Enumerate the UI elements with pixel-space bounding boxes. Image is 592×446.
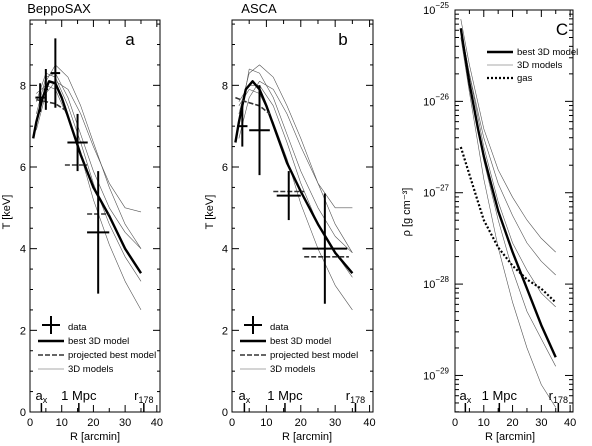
panel-a-legend-label: projected best model <box>68 350 156 361</box>
panel-c-legend-label: 3D models <box>517 60 563 71</box>
panel-b-model-3d-line <box>238 68 353 254</box>
panel-b-legend-label: best 3D model <box>270 336 331 347</box>
panel-a-ytick-label: 2 <box>20 325 26 337</box>
panel-c-ytick-label: 10−25 <box>423 1 449 17</box>
panel-c-ytick-label: 10−29 <box>423 366 449 382</box>
panel-a-title: BeppoSAX <box>27 1 91 16</box>
panel-c-annotation-mpc: 1 Mpc <box>482 388 518 403</box>
panel-c-xtick-label: 20 <box>506 417 518 429</box>
panel-b-letter: b <box>338 30 347 49</box>
panel-a-model-3d-line <box>36 81 142 213</box>
panel-c: C R [arcmin] ρ [g cm⁻³] 0 10 20 30 40 10−29 10… <box>401 1 578 443</box>
panel-b-plot-area <box>234 64 354 311</box>
panel-c-xlabel: R [arcmin] <box>485 431 535 443</box>
panel-b-model-3d-line <box>238 89 353 311</box>
panel-a-xtick-label: 40 <box>151 417 163 429</box>
panel-c-model-3d-line <box>460 19 556 253</box>
panel-c-xtick-label: 0 <box>452 417 458 429</box>
panel-a-model-3d-line <box>36 85 142 311</box>
panel-a-model-3d-line <box>36 72 142 249</box>
panel-c-model-3d-line <box>460 37 556 408</box>
panel-b-frame <box>231 19 374 413</box>
panel-a-legend-label: 3D models <box>68 364 114 375</box>
panel-b-xtick-label: 20 <box>295 417 307 429</box>
panel-c-xtick-label: 30 <box>535 417 547 429</box>
panel-a-ylabel: T [keV] <box>1 195 13 230</box>
panel-b-legend-label: 3D models <box>270 364 316 375</box>
panel-a-xtick-label: 20 <box>87 417 99 429</box>
panel-b-ytick-label: 4 <box>222 244 228 256</box>
panel-a-best-3d-line <box>32 80 143 274</box>
panel-c-model-3d-line <box>460 32 556 367</box>
panel-a-xtick-label: 0 <box>27 417 33 429</box>
panel-b: ASCA b R [arcmin] T [keV] 0 10 20 30 40 0 2 4 6 8… <box>204 1 376 443</box>
panel-b-projected-segment <box>235 96 271 115</box>
panel-a-xlabel: R [arcmin] <box>70 431 120 443</box>
panel-c-plot-area <box>459 19 557 408</box>
panel-a-xtick-label: 10 <box>56 417 68 429</box>
panel-a-ytick-label: 4 <box>20 244 26 256</box>
panel-c-xtick-label: 10 <box>478 417 490 429</box>
panel-b-xtick-label: 40 <box>363 417 375 429</box>
panel-a-plot-area <box>32 38 143 311</box>
panel-a-ytick-label: 0 <box>20 407 26 419</box>
panel-a-ytick-label: 8 <box>20 80 26 92</box>
panel-c-ytick-label: 10−26 <box>423 92 449 108</box>
panel-b-ytick-label: 2 <box>222 325 228 337</box>
panel-b-title: ASCA <box>241 1 277 16</box>
panel-b-xtick-label: 30 <box>329 417 341 429</box>
panel-b-legend-label: data <box>270 322 289 333</box>
panel-b-annotation-mpc: 1 Mpc <box>267 388 303 403</box>
panel-a-legend-label: data <box>68 322 87 333</box>
panel-b-model-3d-line <box>238 81 353 209</box>
panel-c-annotation-ax: ax <box>459 388 471 405</box>
panel-b-xtick-label: 0 <box>229 417 235 429</box>
panel-c-legend-label: gas <box>517 73 533 84</box>
panel-b-best-3d-line <box>234 80 354 274</box>
panel-c-letter: C <box>556 20 568 39</box>
panel-b-annotation-r178: r178 <box>346 388 365 405</box>
panel-c-ytick-label: 10−27 <box>423 184 449 200</box>
panel-c-legend-label: best 3D model <box>517 47 578 58</box>
panel-a-model-3d-line <box>36 64 142 249</box>
panel-b-annotation-ax: ax <box>239 388 251 405</box>
panel-c-annotation-r178: r178 <box>549 388 568 405</box>
panel-b-ytick-label: 8 <box>222 80 228 92</box>
panel-b-legend-label: projected best model <box>270 350 358 361</box>
panel-a: BeppoSAX a R [arcmin] T [keV] 0 10 20 30 40 0… <box>1 1 163 443</box>
panel-c-frame <box>454 9 574 413</box>
panel-b-ytick-label: 0 <box>222 407 228 419</box>
panel-b-ylabel: T [keV] <box>204 195 216 230</box>
panel-b-model-3d-line <box>238 64 353 253</box>
panel-a-ytick-label: 6 <box>20 162 26 174</box>
panel-a-annotation-r178: r178 <box>134 388 153 405</box>
panel-a-annotation-ax: ax <box>36 388 48 405</box>
panel-a-annotation-mpc: 1 Mpc <box>61 388 97 403</box>
panel-b-xlabel: R [arcmin] <box>282 431 332 443</box>
panel-a-legend-label: best 3D model <box>68 336 129 347</box>
panel-c-gas-line <box>459 146 557 304</box>
panel-c-ytick-label: 10−28 <box>423 275 449 291</box>
panel-a-xtick-label: 30 <box>119 417 131 429</box>
panel-c-model-3d-line <box>460 28 556 308</box>
panel-b-ytick-label: 6 <box>222 162 228 174</box>
panel-c-ylabel: ρ [g cm⁻³] <box>401 188 413 237</box>
panel-b-xtick-label: 10 <box>260 417 272 429</box>
panel-a-frame <box>29 19 161 413</box>
panel-c-best-3d-line <box>459 28 557 358</box>
panel-c-xtick-label: 40 <box>564 417 576 429</box>
panel-a-letter: a <box>125 30 135 49</box>
